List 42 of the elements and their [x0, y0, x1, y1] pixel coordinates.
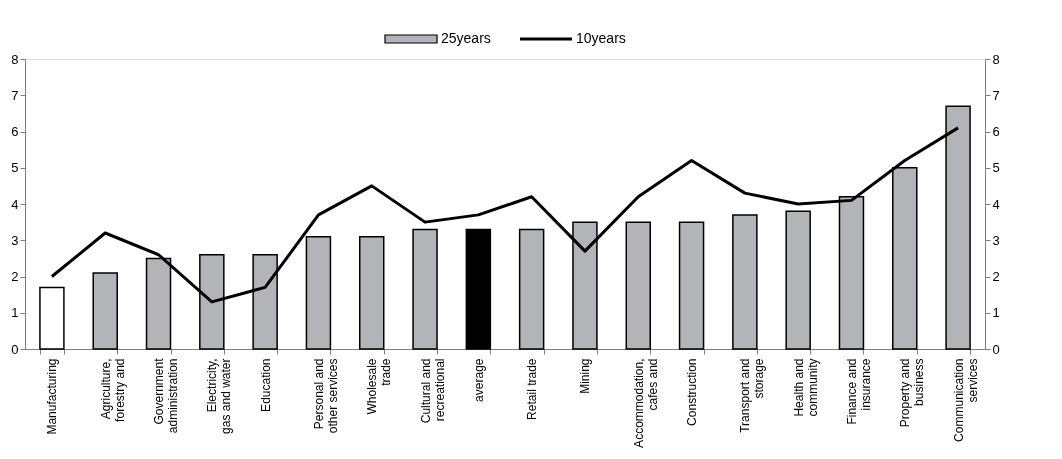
y-tick-label: 5	[11, 160, 19, 176]
bar	[732, 214, 758, 350]
y2-tick-label: 5	[992, 160, 1000, 176]
x-tick-label: Manufacturing	[45, 358, 60, 435]
bar	[785, 210, 811, 350]
y-tick-label: 8	[11, 51, 19, 67]
bar	[518, 228, 545, 350]
y-tick-label: 6	[11, 124, 19, 139]
y-tick-label: 2	[11, 269, 19, 284]
y-tick-label: 7	[11, 87, 19, 103]
y-tick-label: 4	[11, 196, 19, 212]
y2-tick-label: 7	[992, 87, 1000, 103]
y2-tick-label: 2	[992, 269, 1000, 284]
bar	[305, 235, 332, 350]
x-tick-label: Accommodation, cafes and	[631, 358, 660, 448]
y2-tick-label: 1	[992, 305, 1000, 321]
bar	[39, 286, 65, 350]
y2-tick-label: 0	[992, 341, 1000, 357]
y2-tick-label: 8	[992, 51, 1000, 67]
x-tick-label: average	[471, 358, 486, 402]
x-tick-label: Agriculture, forestry and	[98, 358, 127, 422]
x-tick-label: Education	[258, 358, 273, 412]
bar	[359, 235, 385, 350]
bar	[92, 272, 118, 350]
y-tick-label: 3	[11, 232, 19, 248]
bar	[625, 221, 651, 350]
bar	[412, 228, 438, 350]
x-tick-label: Retail trade	[525, 358, 540, 420]
x-tick-label: Wholesale trade	[365, 358, 394, 415]
legend-label: 25years	[441, 30, 491, 46]
y-tick-label: 1	[11, 305, 19, 321]
y-tick-label: 0	[11, 341, 19, 357]
bar	[678, 221, 705, 350]
x-tick-label: Transport and storage	[738, 358, 767, 433]
x-tick-label: Construction	[685, 358, 700, 426]
legend-label: 10years	[576, 30, 626, 46]
y2-tick-label: 4	[992, 196, 1000, 212]
y2-tick-label: 6	[992, 124, 1000, 139]
bar	[465, 228, 492, 350]
y2-tick-label: 3	[992, 232, 1000, 248]
x-tick-label: Mining	[578, 358, 593, 394]
x-tick-label: Personal and other services	[311, 358, 340, 434]
